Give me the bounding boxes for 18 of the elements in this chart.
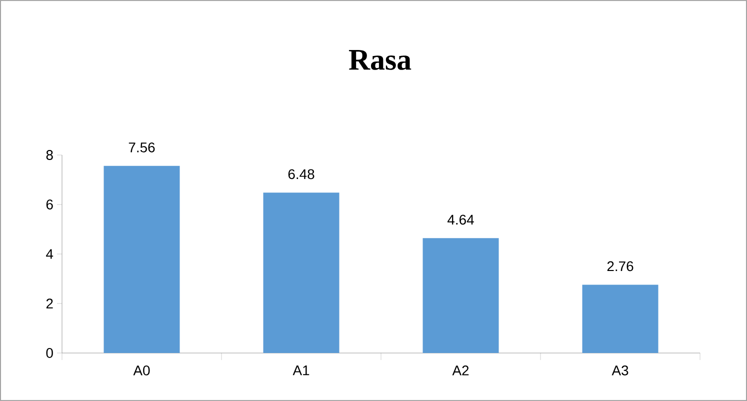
y-tick-label: 2: [46, 298, 53, 308]
bar: [263, 192, 340, 353]
x-tick-label: A0: [133, 366, 150, 376]
y-tick-label: 8: [46, 150, 53, 160]
bar: [422, 238, 499, 353]
data-label: 7.56: [128, 142, 155, 152]
y-tick-label: 4: [46, 249, 54, 259]
chart-title: Rasa: [348, 50, 412, 70]
data-label: 4.64: [447, 214, 474, 225]
data-label: 6.48: [288, 169, 314, 180]
x-tick-label: A1: [292, 366, 310, 376]
bar: [104, 166, 180, 353]
x-tick-label: A2: [452, 366, 469, 376]
x-tick-label: A3: [612, 366, 628, 376]
data-label: 2.76: [607, 261, 634, 272]
bar: [582, 284, 658, 353]
y-tick-label: 6: [46, 200, 53, 210]
y-tick-label: 0: [46, 348, 53, 358]
